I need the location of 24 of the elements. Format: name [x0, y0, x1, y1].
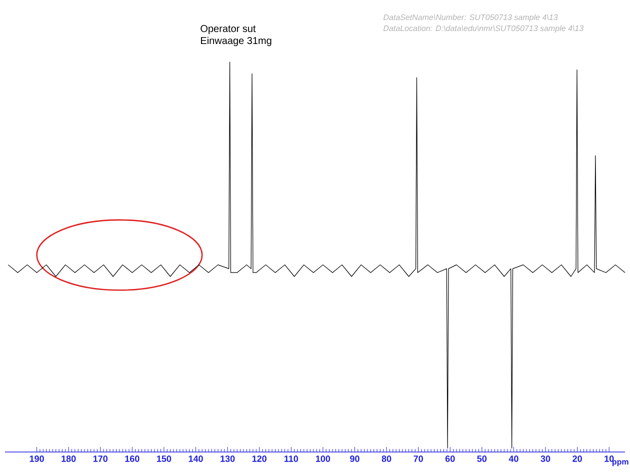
- x-tick-label: 30: [540, 456, 550, 462]
- x-tick-label: 140: [188, 456, 203, 462]
- x-tick-label: 180: [62, 456, 76, 462]
- x-axis-title: ppm: [612, 460, 628, 466]
- x-tick-label: 170: [93, 456, 108, 462]
- x-tick-label: 110: [284, 456, 298, 462]
- x-tick-label: 160: [125, 456, 140, 462]
- x-tick-label: 70: [414, 456, 423, 462]
- text: Einwaage 31mg: [201, 36, 272, 46]
- x-tick-label: 10: [604, 456, 614, 462]
- text: DataLocation: D:\data\edu\nmr\SUT050713 sample 4\13: [383, 25, 584, 33]
- x-tick-label: 80: [382, 456, 392, 462]
- text: Operator sut: [200, 25, 256, 34]
- x-tick-label: 50: [477, 456, 487, 462]
- x-tick-label: 120: [252, 456, 266, 462]
- x-tick-label: 60: [445, 456, 455, 462]
- x-tick-label: 20: [572, 456, 582, 462]
- x-tick-label: 150: [157, 456, 172, 462]
- x-tick-label: 190: [30, 456, 44, 462]
- x-tick-label: 130: [220, 456, 235, 462]
- x-tick-label: 100: [316, 456, 330, 462]
- x-tick-label: 90: [350, 456, 360, 462]
- x-tick-label: 40: [508, 456, 518, 462]
- text: DataSetName\Number: SUT050713 sample 4\13: [383, 14, 558, 22]
